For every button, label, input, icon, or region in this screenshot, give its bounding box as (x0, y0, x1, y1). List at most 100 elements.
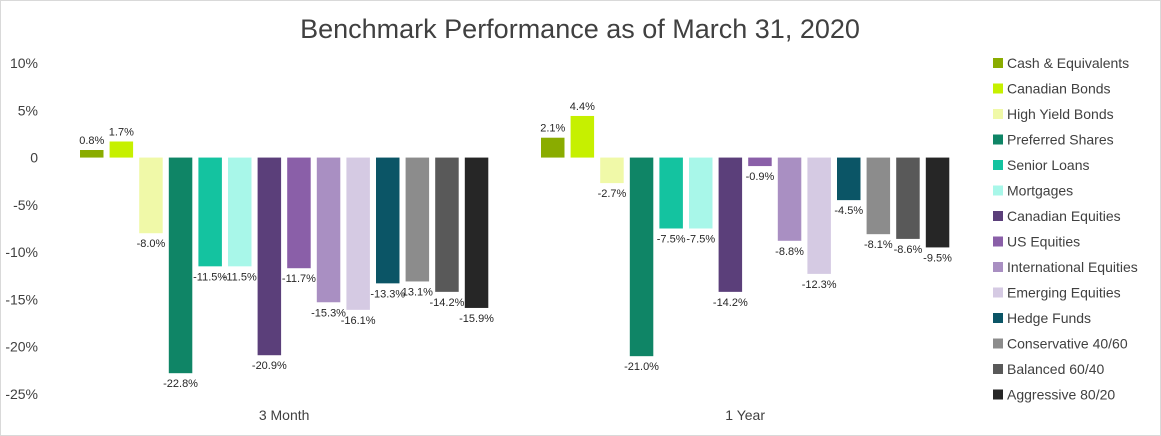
chart-title: Benchmark Performance as of March 31, 20… (300, 14, 860, 44)
bar-preferred-shares-3-month (168, 157, 193, 374)
bar-international-equities-1-year (777, 157, 802, 241)
legend-swatch (993, 160, 1003, 170)
bar-preferred-shares-1-year (629, 157, 654, 357)
y-axis: 10% 5% 0 -5% -10% -15% -20% -25% (5, 55, 38, 402)
bar-aggressive-80-20-3-month (464, 157, 489, 308)
data-label: 1.7% (109, 126, 134, 138)
legend-label: Conservative 40/60 (1007, 336, 1128, 352)
y-tick-label: -5% (13, 197, 38, 213)
legend-label: International Equities (1007, 259, 1138, 275)
data-label: -20.9% (252, 360, 287, 372)
bar-canadian-equities-3-month (257, 157, 282, 356)
bar-conservative-40-60-3-month (405, 157, 430, 282)
data-label: -8.6% (894, 244, 923, 256)
bar-emerging-equities-1-year (807, 157, 831, 274)
data-label: -15.9% (459, 313, 494, 325)
data-label: -9.5% (923, 252, 952, 264)
bar-emerging-equities-3-month (346, 157, 370, 310)
y-tick-label: 10% (10, 55, 38, 71)
legend-label: Canadian Bonds (1007, 81, 1111, 97)
legend: Cash & Equivalents Canadian Bonds High Yie… (993, 55, 1138, 403)
legend-swatch (993, 83, 1003, 94)
data-label: -8.0% (137, 238, 166, 250)
bar-canadian-bonds-1-year (570, 115, 595, 158)
legend-swatch (993, 109, 1003, 119)
bar-cash-equivalents-3-month (80, 150, 104, 158)
bar-senior-loans-3-month (198, 157, 222, 267)
legend-label: Aggressive 80/20 (1007, 387, 1115, 403)
data-label: -7.5% (657, 234, 686, 246)
data-label: -2.7% (598, 188, 627, 200)
data-label: -21.0% (624, 361, 659, 373)
legend-swatch (993, 185, 1003, 196)
bar-conservative-40-60-1-year (866, 157, 891, 235)
y-tick-label: -20% (5, 339, 38, 355)
bar-cash-equivalents-1-year (541, 137, 565, 158)
bar-aggressive-80-20-1-year (925, 157, 950, 248)
legend-swatch (993, 389, 1003, 400)
legend-swatch (993, 338, 1003, 349)
legend-swatch (993, 287, 1003, 298)
legend-label: US Equities (1007, 234, 1080, 250)
legend-swatch (993, 313, 1003, 323)
bar-international-equities-3-month (316, 157, 341, 303)
data-label: -7.5% (686, 234, 715, 246)
category-label: 3 Month (259, 407, 310, 423)
data-label: -13.3% (370, 288, 405, 300)
legend-swatch (993, 364, 1003, 374)
data-label: -11.7% (282, 273, 316, 285)
legend-swatch (993, 58, 1003, 68)
data-label: -4.5% (834, 205, 863, 217)
data-label: -0.9% (746, 171, 775, 183)
legend-label: Mortgages (1007, 183, 1073, 199)
bar-hedge-funds-3-month (376, 157, 400, 284)
data-label: -8.1% (864, 239, 893, 251)
legend-label: Emerging Equities (1007, 285, 1121, 301)
legend-swatch (993, 236, 1003, 247)
category-label: 1 Year (725, 407, 765, 423)
bar-balanced-60-40-1-year (896, 157, 920, 239)
data-label: -14.2% (713, 297, 748, 309)
data-label: -14.2% (430, 297, 465, 309)
bar-canadian-bonds-3-month (109, 141, 134, 158)
data-label: -11.5% (223, 271, 257, 283)
bar-hedge-funds-1-year (837, 157, 861, 201)
bar-mortgages-3-month (228, 157, 252, 267)
legend-label: Hedge Funds (1007, 310, 1091, 326)
legend-label: Canadian Equities (1007, 208, 1121, 224)
bar-balanced-60-40-3-month (435, 157, 459, 292)
bar-mortgages-1-year (689, 157, 713, 229)
data-label: 13.1% (402, 286, 433, 298)
bar-us-equities-1-year (748, 157, 772, 167)
bar-high-yield-bonds-1-year (600, 157, 624, 184)
y-tick-label: -25% (5, 386, 38, 402)
data-label: -8.8% (775, 246, 804, 258)
bar-senior-loans-1-year (659, 157, 683, 229)
data-label: -12.3% (802, 279, 837, 291)
legend-label: Cash & Equivalents (1007, 55, 1129, 71)
legend-swatch (993, 211, 1003, 221)
bars-group (80, 115, 950, 374)
bar-high-yield-bonds-3-month (139, 157, 163, 234)
data-labels-group: 0.8% 1.7% -8.0% -22.8% -11.5%-11.5% -20.9% -11… (79, 101, 952, 390)
legend-label: High Yield Bonds (1007, 106, 1114, 122)
data-label: -16.1% (341, 315, 376, 327)
data-label: -15.3% (311, 307, 346, 319)
legend-swatch (993, 134, 1003, 145)
y-tick-label: 0 (30, 150, 38, 166)
data-label: -22.8% (163, 378, 198, 390)
data-label: 4.4% (570, 101, 595, 113)
data-label: 0.8% (79, 135, 104, 147)
y-tick-label: 5% (18, 102, 38, 118)
bar-us-equities-3-month (287, 157, 311, 269)
x-axis: 3 Month 1 Year (259, 407, 765, 423)
y-tick-label: -10% (5, 244, 38, 260)
data-label: 2.1% (540, 123, 565, 135)
bar-canadian-equities-1-year (718, 157, 743, 292)
legend-label: Balanced 60/40 (1007, 361, 1105, 377)
data-label: -11.5% (193, 271, 227, 283)
legend-label: Senior Loans (1007, 157, 1090, 173)
legend-label: Preferred Shares (1007, 132, 1114, 148)
legend-swatch (993, 262, 1003, 272)
